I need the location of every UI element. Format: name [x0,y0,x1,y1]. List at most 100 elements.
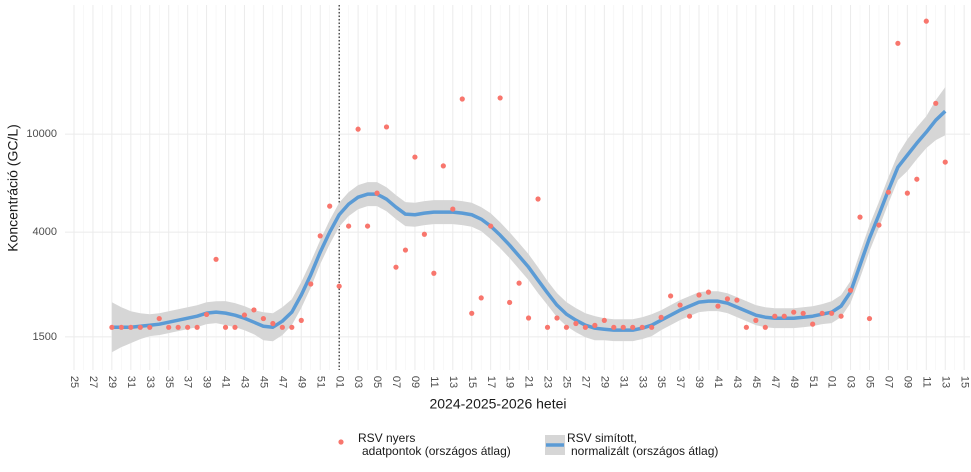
x-tick-label: 11 [920,376,932,387]
x-tick-label: 37 [182,376,194,388]
data-point [421,231,427,237]
legend: RSV nyers adatpontok (országos átlag)RSV … [338,431,718,458]
data-point [175,324,181,330]
data-point [677,302,683,308]
data-point [753,317,759,323]
x-tick-label: 45 [257,376,269,388]
data-point [194,324,200,330]
data-point [383,124,390,130]
data-point [203,311,210,318]
x-tick-label: 51 [807,376,819,388]
data-point [137,324,143,330]
data-point [554,315,560,321]
data-point [611,324,617,330]
x-tick-label: 23 [542,376,554,388]
x-tick-label: 25 [561,376,573,388]
x-tick-label: 33 [636,376,648,388]
x-tick-label: 39 [201,376,213,388]
legend-label-line: adatpontok (országos átlag) [362,444,511,458]
x-tick-label: 11 [428,376,440,387]
x-tick-label: 41 [220,376,232,388]
x-tick-label: 33 [144,376,156,388]
x-tick-label: 31 [125,376,137,388]
legend-label: RSV simított, normalizált (országos átlag… [567,431,718,458]
data-point [743,324,749,330]
data-point [393,264,399,270]
legend-label-line: RSV simított, [567,431,637,445]
data-point [431,270,437,276]
data-point [232,324,238,330]
x-tick-label: 41 [712,376,724,388]
x-tick-label: 25 [68,376,80,388]
x-tick-label: 17 [485,376,497,388]
data-point [336,283,342,289]
legend-label: RSV nyers adatpontok (országos átlag) [358,431,511,458]
data-point [317,233,323,239]
x-tick-label: 29 [106,376,118,388]
data-point [829,310,835,316]
data-point [592,322,598,328]
data-point [762,324,768,330]
x-tick-label: 51 [314,376,326,388]
data-point [705,289,712,295]
data-point [147,324,153,330]
data-point [942,159,948,165]
smooth-line [111,109,947,332]
data-point [270,320,276,327]
data-point [525,315,532,321]
data-point [166,324,172,330]
data-point [327,203,333,209]
x-tick-label: 49 [295,376,307,388]
data-point [109,324,115,330]
data-point [118,324,124,330]
data-point [800,310,806,316]
data-point [412,154,418,160]
data-point [185,324,191,330]
x-tick-label: 29 [598,376,610,388]
x-tick-label: 13 [447,376,459,388]
x-tick-label: 37 [674,376,686,388]
data-point [895,40,901,46]
data-point [582,324,588,330]
x-tick-label: 15 [466,376,478,388]
data-point [478,295,484,301]
data-point [923,18,929,24]
data-point [507,299,513,306]
legend-label-line: normalizált (országos átlag) [571,444,718,458]
data-point [469,310,475,316]
data-point [298,317,304,323]
data-point [639,324,645,330]
data-point [497,95,503,101]
data-point [686,313,693,319]
data-point [857,214,863,220]
y-tick-label: 1500 [33,331,57,343]
data-point [866,315,873,322]
x-tick-label: 07 [883,376,895,388]
x-tick-label: 35 [655,376,667,388]
data-point [440,163,446,169]
data-point [308,281,314,287]
data-point [630,324,636,330]
data-point [402,247,409,253]
x-tick-label: 09 [409,376,421,388]
x-tick-label: 35 [163,376,175,388]
data-point [734,297,740,303]
data-point [885,189,892,195]
legend-label-line: RSV nyers [358,431,415,445]
data-point [289,324,295,330]
data-point [241,312,248,318]
data-point [488,223,494,229]
data-point [715,303,721,309]
x-tick-label: 03 [352,376,364,388]
x-tick-label: 15 [958,376,970,388]
x-tick-label: 45 [750,376,762,388]
x-tick-label: 13 [939,376,951,388]
data-point [544,324,551,330]
x-tick-label: 05 [864,376,876,388]
data-point [847,287,854,293]
data-point [459,96,465,102]
data-point [668,293,674,299]
data-point [933,100,939,106]
data-point [573,320,579,327]
